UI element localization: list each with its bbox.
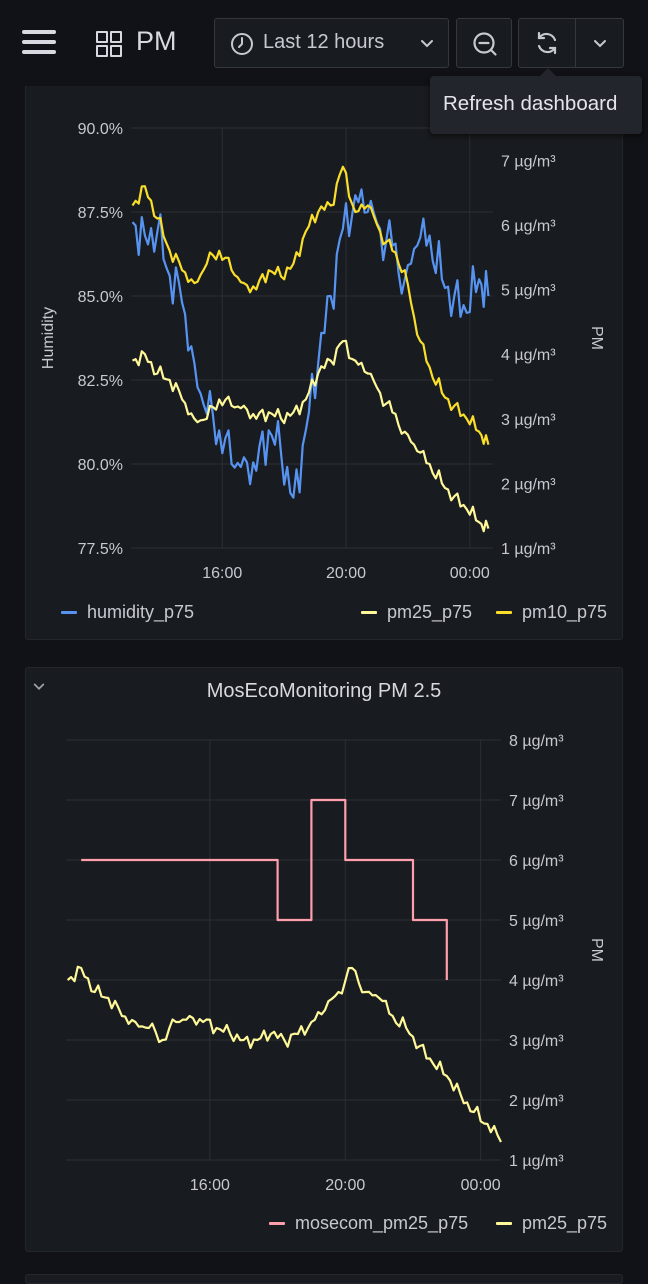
tooltip-text: Refresh dashboard (443, 92, 618, 115)
legend-item-pm10[interactable]: pm10_p75 (496, 602, 607, 623)
next-panel-edge (25, 1274, 623, 1284)
dashboard-grid-icon (96, 31, 122, 57)
y-left-axis-label: Humidity (40, 307, 57, 369)
legend-swatch (496, 1222, 512, 1225)
y-right-tick-label: 3 µg/m³ (509, 1033, 564, 1050)
time-range-picker[interactable]: Last 12 hours (214, 18, 449, 68)
refresh-interval-dropdown[interactable] (576, 19, 624, 67)
y-right-tick-label: 4 µg/m³ (509, 973, 564, 990)
series-line-humidity_p75 (131, 188, 490, 499)
refresh-button-group (518, 18, 624, 68)
y-right-tick-label: 3 µg/m³ (501, 412, 556, 429)
chevron-down-icon (594, 40, 606, 48)
mosecom-pm25-panel: MosEcoMonitoring PM 2.5 1 µg/m³ 2 µg/m³ 3 … (25, 667, 623, 1252)
legend-label: humidity_p75 (87, 602, 195, 622)
chevron-down-icon (421, 40, 433, 48)
series-line-pm10_p75 (131, 165, 490, 445)
legend-label: pm25_p75 (522, 1213, 608, 1233)
y-right-axis-label: PM (588, 326, 605, 350)
series-line-pm25_p75 (132, 339, 490, 533)
humidity-pm-panel: 77.5% 80.0% 82.5% 85.0% 87.5% 90.0% Humidity 1 … (25, 60, 623, 640)
chevron-down-icon (33, 683, 45, 690)
x-tick-label: 20:00 (326, 565, 366, 582)
y-right-tick-label: 5 µg/m³ (501, 283, 556, 300)
x-tick-label: 20:00 (325, 1177, 365, 1194)
legend-item-pm25[interactable]: pm25_p75 (361, 602, 472, 623)
y-right-tick-label: 1 µg/m³ (509, 1153, 564, 1170)
panel-title-text: MosEcoMonitoring PM 2.5 (206, 680, 442, 702)
y-right-tick-label: 6 µg/m³ (501, 218, 556, 235)
y-right-tick-label: 7 µg/m³ (509, 793, 564, 810)
legend-label: pm25_p75 (387, 602, 473, 622)
panel-title[interactable]: MosEcoMonitoring PM 2.5 (26, 680, 622, 703)
y-right-tick-label: 1 µg/m³ (501, 541, 556, 558)
y-left-tick-label: 85.0% (78, 289, 123, 306)
legend-swatch (61, 611, 77, 614)
y-right-tick-label: 2 µg/m³ (501, 476, 556, 493)
y-right-axis-label: PM (588, 938, 605, 962)
y-right-tick-label: 4 µg/m³ (501, 347, 556, 364)
time-range-label: Last 12 hours (263, 31, 385, 53)
y-left-tick-label: 90.0% (78, 121, 123, 138)
top-navbar: PM Last 12 hours (0, 0, 648, 86)
legend-swatch (361, 611, 377, 614)
x-tick-label: 00:00 (450, 565, 490, 582)
zoom-out-icon (473, 32, 497, 56)
legend-item-humidity[interactable]: humidity_p75 (61, 602, 194, 623)
y-right-tick-label: 8 µg/m³ (509, 733, 564, 750)
legend-label: pm10_p75 (522, 602, 608, 622)
dashboard-title[interactable]: PM (136, 26, 177, 56)
humidity-pm-chart: 77.5% 80.0% 82.5% 85.0% 87.5% 90.0% Humidity 1 … (40, 121, 605, 582)
legend-swatch (269, 1222, 285, 1225)
refresh-button[interactable] (519, 19, 576, 67)
mosecom-pm25-chart: 1 µg/m³ 2 µg/m³ 3 µg/m³ 4 µg/m³ 5 µg/m³ 6 µg/… (66, 733, 605, 1194)
legend-swatch (496, 611, 512, 614)
zoom-out-button[interactable] (456, 18, 512, 68)
y-right-tick-label: 6 µg/m³ (509, 853, 564, 870)
series-line-pm25_p75 (66, 965, 502, 1143)
legend-label: mosecom_pm25_p75 (295, 1213, 469, 1233)
y-right-tick-label: 7 µg/m³ (501, 153, 556, 170)
x-tick-label: 16:00 (202, 565, 242, 582)
y-right-tick-label: 5 µg/m³ (509, 913, 564, 930)
y-left-tick-label: 82.5% (78, 373, 123, 390)
legend-item-mosecom[interactable]: mosecom_pm25_p75 (269, 1213, 468, 1234)
legend-item-pm25[interactable]: pm25_p75 (496, 1213, 607, 1234)
clock-icon (231, 33, 253, 55)
refresh-tooltip: Refresh dashboard (430, 68, 642, 134)
menu-icon[interactable] (22, 30, 56, 54)
y-left-tick-label: 77.5% (78, 541, 123, 558)
y-right-tick-label: 2 µg/m³ (509, 1093, 564, 1110)
refresh-icon (537, 31, 557, 55)
y-left-tick-label: 80.0% (78, 457, 123, 474)
x-tick-label: 16:00 (190, 1177, 230, 1194)
x-tick-label: 00:00 (461, 1177, 501, 1194)
y-left-tick-label: 87.5% (78, 205, 123, 222)
series-line-mosecom_pm25_p75 (81, 798, 448, 980)
